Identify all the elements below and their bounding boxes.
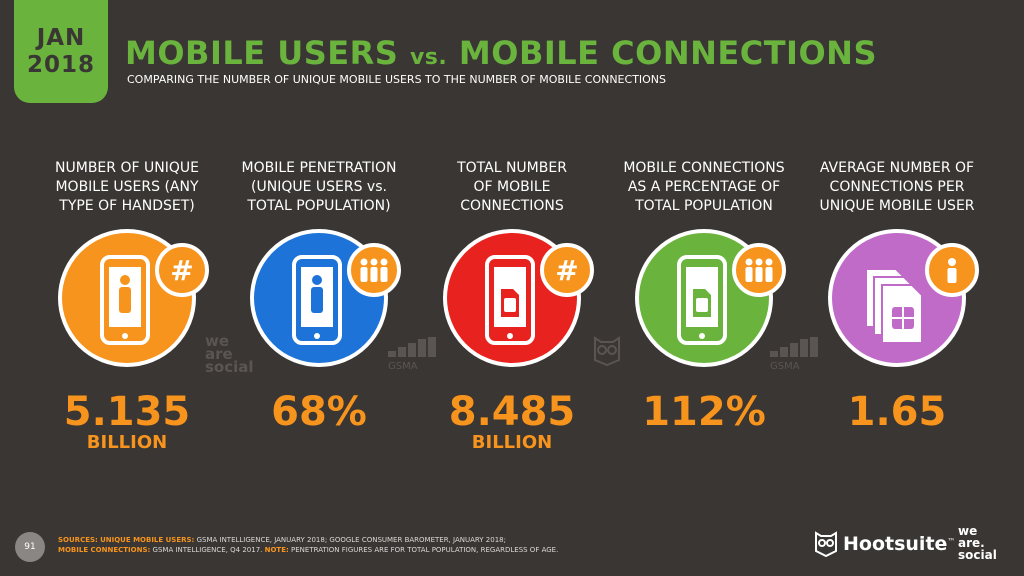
stat-value: 68% [271,389,367,435]
watermark-line: social [205,358,254,376]
stat-label: MOBILE CONNECTIONS AS A PERCENTAGE OF TO… [608,159,800,216]
stat-label-line: TOTAL POPULATION [635,198,773,214]
title-part2: MOBILE CONNECTIONS [447,34,877,72]
smartphone-sim-icon [485,255,535,345]
gsma-watermark: GSMA [770,337,820,372]
stat-unique-mobile-users: NUMBER OF UNIQUE MOBILE USERS (ANY TYPE … [31,0,223,460]
stat-label-line: OF MOBILE [473,179,551,195]
date-month: JAN [36,24,86,51]
sources-users-text: GSMA INTELLIGENCE, JANUARY 2018; GOOGLE … [196,536,506,544]
stat-label-line: UNIQUE MOBILE USER [819,198,975,214]
stat-label-line: TOTAL NUMBER [457,160,567,176]
stat-circle [250,229,401,367]
note-text: PENETRATION FIGURES ARE FOR TOTAL POPULA… [291,546,559,554]
hootsuite-name: Hootsuite [843,533,948,555]
date-year: 2018 [26,51,95,78]
stat-label: AVERAGE NUMBER OF CONNECTIONS PER UNIQUE… [801,159,993,216]
stat-label-line: AVERAGE NUMBER OF [819,160,975,176]
stat-connections-per-user: AVERAGE NUMBER OF CONNECTIONS PER UNIQUE… [801,0,993,460]
stat-value: 5.135 [63,389,191,435]
date-badge: JAN 2018 [14,0,108,103]
hash-icon: # [155,243,209,297]
stat-mobile-penetration: MOBILE PENETRATION (UNIQUE USERS vs. TOT… [223,0,415,460]
stat-label: TOTAL NUMBER OF MOBILE CONNECTIONS [416,159,608,216]
sources-connections-label: MOBILE CONNECTIONS: [58,546,151,554]
stat-label: NUMBER OF UNIQUE MOBILE USERS (ANY TYPE … [31,159,223,216]
stat-connections-percentage: MOBILE CONNECTIONS AS A PERCENTAGE OF TO… [608,0,800,460]
stat-circle [635,229,786,367]
hash-icon: # [540,243,594,297]
sources-connections-text: GSMA INTELLIGENCE, Q4 2017. [152,546,263,554]
note-label: NOTE: [264,546,289,554]
stat-label: MOBILE PENETRATION (UNIQUE USERS vs. TOT… [223,159,415,216]
page-subtitle: COMPARING THE NUMBER OF UNIQUE MOBILE US… [127,73,667,86]
gsma-watermark: GSMA [388,337,438,372]
signal-bars-icon [388,337,436,357]
owl-icon [815,531,837,557]
stat-total-connections: TOTAL NUMBER OF MOBILE CONNECTIONS # 8.4… [416,0,608,460]
logo-line: social [958,548,997,562]
stat-label-line: MOBILE USERS (ANY [55,179,199,195]
owl-icon [593,334,621,370]
title-part1: MOBILE USERS [125,34,410,72]
stat-circle: # [58,229,209,367]
stat-label-line: MOBILE PENETRATION [241,160,397,176]
people-icon [732,243,786,297]
trademark-symbol: ™ [947,537,956,546]
sources-text: SOURCES: UNIQUE MOBILE USERS: GSMA INTEL… [58,535,558,555]
sources-users-label: UNIQUE MOBILE USERS: [100,536,195,544]
stat-circle: # [443,229,594,367]
stat-label-line: CONNECTIONS [460,198,564,214]
stat-label-line: (UNIQUE USERS vs. [251,179,387,195]
we-are-social-watermark: we are social [205,332,254,376]
logo-line: are. [958,536,985,550]
watermark-line: we [205,332,230,350]
title-vs: vs. [409,45,448,70]
stat-label-line: MOBILE CONNECTIONS [623,160,785,176]
stat-label-line: TOTAL POPULATION) [247,198,391,214]
page-title: MOBILE USERS vs. MOBILE CONNECTIONS [125,34,877,72]
stat-value: 8.485 [448,389,576,435]
smartphone-sim-icon [677,255,727,345]
signal-bars-icon [770,337,818,357]
stat-label-line: CONNECTIONS PER [829,179,965,195]
hootsuite-logo: Hootsuite ™ [815,531,955,557]
stat-label-line: NUMBER OF UNIQUE [55,160,199,176]
stat-value: 1.65 [847,389,947,435]
logo-line: we [958,524,978,538]
person-icon [925,243,979,297]
smartphone-person-icon [100,255,150,345]
stat-value: 112% [642,389,766,435]
smartphone-person-icon [292,255,342,345]
people-icon [347,243,401,297]
gsma-text: GSMA [388,361,418,372]
stat-unit: BILLION [471,432,553,453]
stat-circle [828,229,979,367]
sources-label: SOURCES: [58,536,98,544]
stat-label-line: AS A PERCENTAGE OF [627,179,781,195]
page-number: 91 [15,532,45,562]
stat-unit: BILLION [86,432,168,453]
sim-cards-icon [865,268,923,344]
watermark-line: are [205,345,233,363]
stat-label-line: TYPE OF HANDSET) [59,198,195,214]
we-are-social-logo: we are. social [958,525,997,561]
gsma-text: GSMA [770,361,800,372]
